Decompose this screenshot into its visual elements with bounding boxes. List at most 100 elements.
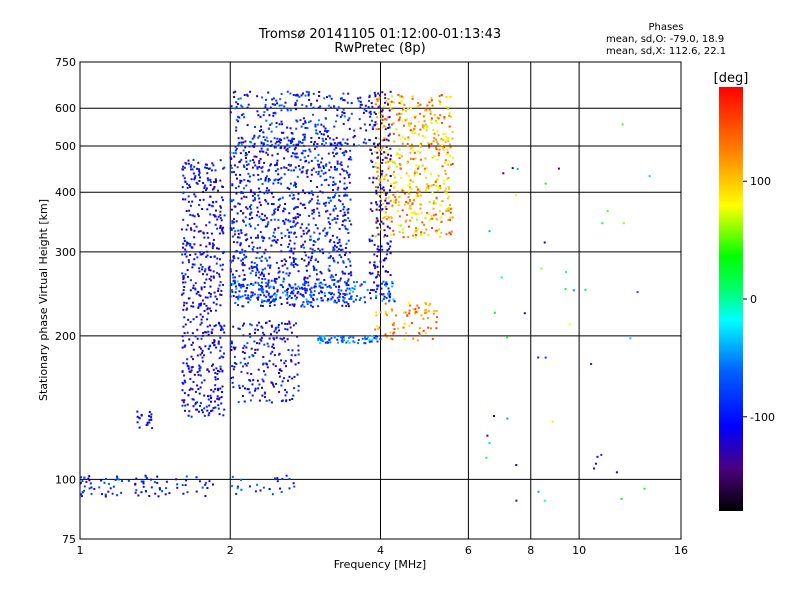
data-point [370, 340, 373, 343]
data-point [392, 229, 395, 232]
data-point [317, 337, 320, 340]
data-point [377, 92, 380, 95]
data-point [180, 228, 183, 231]
data-point [344, 142, 347, 144]
data-point [217, 247, 220, 250]
data-point [323, 129, 326, 132]
data-point [324, 283, 327, 286]
data-point [323, 144, 326, 147]
data-point [332, 144, 335, 147]
data-point [219, 336, 222, 339]
data-point [381, 139, 384, 142]
data-point [248, 267, 251, 270]
data-point [233, 164, 236, 167]
data-point [315, 273, 318, 276]
data-point [411, 149, 414, 152]
data-point [256, 251, 259, 254]
data-point [390, 220, 393, 223]
data-point [221, 229, 223, 232]
data-point [252, 144, 255, 147]
data-point [194, 287, 197, 290]
data-point [433, 155, 436, 158]
data-point [263, 218, 266, 221]
data-point [291, 152, 294, 155]
data-point [215, 309, 217, 312]
data-point [233, 355, 236, 358]
data-point [370, 159, 373, 162]
data-point [375, 192, 378, 195]
data-point [385, 118, 388, 121]
data-point [293, 375, 296, 378]
data-point [390, 216, 393, 219]
data-point [359, 96, 362, 99]
data-point [446, 178, 449, 181]
data-point [435, 196, 438, 199]
data-point [376, 203, 378, 206]
y-tick-label: 300 [55, 246, 76, 259]
colorbar-tick-label: 0 [750, 293, 757, 306]
data-point [223, 166, 226, 169]
data-point [323, 338, 326, 340]
data-point [449, 218, 451, 221]
data-point [284, 322, 287, 325]
data-point [237, 232, 240, 235]
data-point [199, 323, 202, 326]
data-point [419, 144, 422, 147]
data-point [325, 164, 328, 167]
data-point [402, 236, 405, 239]
data-point [215, 346, 218, 349]
data-point [284, 388, 287, 391]
data-point [280, 139, 282, 141]
data-point [288, 235, 291, 238]
data-point [250, 291, 253, 294]
data-point [217, 398, 220, 401]
data-point [399, 95, 402, 98]
data-point [347, 119, 350, 122]
data-point [427, 213, 430, 215]
data-point [310, 190, 313, 193]
data-point [239, 478, 242, 481]
data-point [189, 243, 192, 246]
data-point [221, 199, 224, 202]
data-point [342, 296, 345, 299]
data-point [387, 196, 390, 199]
data-point [277, 198, 280, 201]
data-point [205, 245, 208, 248]
data-point [421, 124, 424, 127]
data-point [303, 276, 306, 279]
data-point [158, 487, 161, 490]
data-point [422, 317, 425, 320]
data-point [252, 379, 255, 382]
data-point [279, 337, 282, 340]
data-point [245, 233, 248, 236]
data-point [371, 152, 373, 155]
data-point [323, 202, 325, 205]
data-point [312, 211, 315, 214]
data-point [361, 337, 364, 340]
data-point [209, 178, 212, 181]
data-point [193, 373, 196, 376]
data-point [436, 116, 439, 119]
data-point [288, 294, 291, 297]
data-point [290, 292, 292, 295]
data-point [383, 189, 386, 192]
data-point [295, 185, 297, 188]
data-point [208, 292, 211, 294]
data-point [284, 234, 287, 237]
data-point [449, 155, 451, 157]
data-point [238, 283, 241, 286]
data-point [357, 100, 360, 103]
data-point [414, 231, 417, 234]
data-point [242, 220, 245, 223]
data-point [416, 192, 419, 195]
data-point [267, 221, 270, 224]
data-point [384, 205, 387, 208]
data-point [294, 183, 297, 185]
data-point [259, 304, 262, 307]
data-point [206, 325, 209, 328]
data-point [346, 171, 349, 174]
data-point [292, 324, 295, 327]
data-point [384, 194, 387, 197]
data-point [205, 189, 207, 192]
data-point [387, 153, 390, 156]
